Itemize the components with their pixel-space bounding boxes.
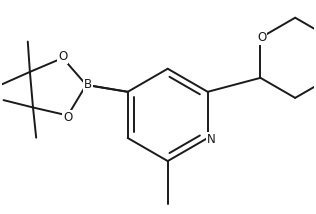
Text: N: N bbox=[207, 133, 216, 146]
Text: B: B bbox=[84, 78, 92, 91]
Text: O: O bbox=[63, 111, 72, 124]
Text: O: O bbox=[257, 31, 266, 44]
Text: O: O bbox=[58, 50, 67, 63]
